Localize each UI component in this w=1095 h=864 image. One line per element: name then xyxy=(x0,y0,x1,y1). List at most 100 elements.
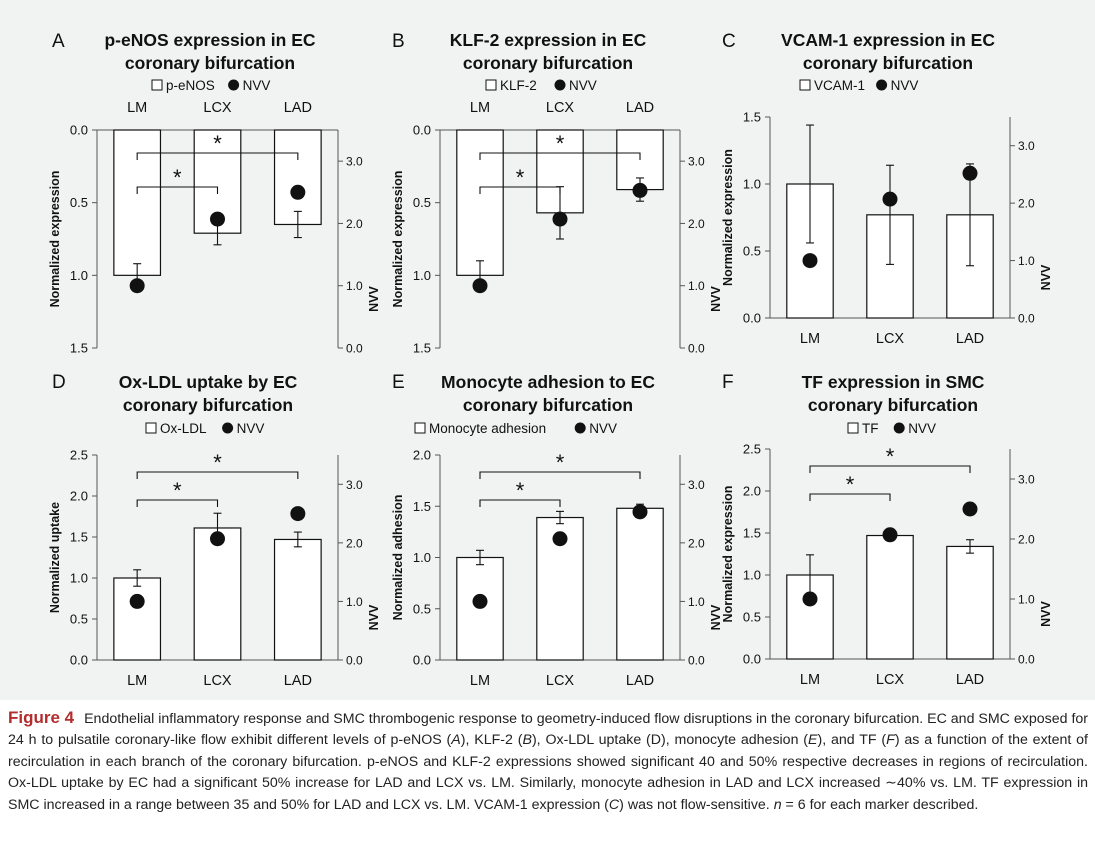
significance-bracket: * xyxy=(136,165,219,194)
bracket-line xyxy=(136,499,219,507)
y-tick-label: 0.0 xyxy=(70,653,88,668)
category-label: LM xyxy=(800,331,820,347)
bracket-line xyxy=(136,471,299,479)
y-tick-label: 0.0 xyxy=(70,123,88,138)
caption-part: A xyxy=(451,732,461,749)
chart-title: coronary bifurcation xyxy=(463,53,633,73)
y2-tick-label: 1.0 xyxy=(688,595,705,609)
y-tick-label: 0.5 xyxy=(70,195,88,210)
y-tick-label: 2.0 xyxy=(70,489,88,504)
nvv-point xyxy=(802,253,818,269)
nvv-point xyxy=(210,211,225,227)
y-axis-title: Normalized expression xyxy=(391,171,405,308)
y2-tick-label: 3.0 xyxy=(1018,473,1035,487)
y-tick-label: 2.5 xyxy=(743,442,761,457)
chart-panel-f: F TF expression in SMC coronary bifurcatio… xyxy=(721,372,1053,688)
chart-title: Monocyte adhesion to EC xyxy=(441,372,655,392)
y-tick-label: 1.5 xyxy=(70,341,88,356)
y-tick-label: 0.0 xyxy=(413,653,431,668)
nvv-point xyxy=(962,501,978,517)
bar xyxy=(616,507,664,661)
category-label: LAD xyxy=(284,100,312,116)
y2-tick-label: 2.0 xyxy=(346,536,363,550)
legend-bar-label: Monocyte adhesion xyxy=(429,421,546,436)
category-label: LAD xyxy=(626,673,654,689)
category-label: LAD xyxy=(956,331,984,347)
legend-bar-label: p-eNOS xyxy=(166,78,215,93)
chart-title: p-eNOS expression in EC xyxy=(104,30,315,50)
y-axis-title: Normalized expression xyxy=(721,486,735,623)
nvv-point xyxy=(632,504,648,520)
significance-bracket: * xyxy=(479,131,641,160)
legend-dot-label: NVV xyxy=(908,421,936,436)
panel-letter: E xyxy=(392,372,405,393)
bracket-line xyxy=(136,152,299,160)
y2-tick-label: 1.0 xyxy=(346,595,363,609)
caption-part: = 6 for each marker described. xyxy=(781,796,979,813)
y-axis-title: Normalized uptake xyxy=(48,502,62,613)
significance-bracket: * xyxy=(136,450,299,479)
category-label: LAD xyxy=(956,672,984,688)
chart-title: coronary bifurcation xyxy=(123,395,293,415)
nvv-point xyxy=(290,506,306,522)
y-tick-label: 1.5 xyxy=(413,341,431,356)
y2-axis-title: NVV xyxy=(367,604,381,630)
bracket-line xyxy=(479,152,641,160)
legend-dot-label: NVV xyxy=(569,78,597,93)
significance-bracket: * xyxy=(479,450,641,479)
bar xyxy=(946,545,994,660)
y-tick-label: 0.0 xyxy=(743,311,761,326)
category-label: LCX xyxy=(876,672,905,688)
y2-tick-label: 3.0 xyxy=(688,155,705,169)
category-label: LCX xyxy=(546,673,575,689)
caption-part: ), and TF ( xyxy=(817,732,887,749)
caption-part: F xyxy=(886,732,895,749)
y-tick-label: 0.5 xyxy=(743,244,761,259)
y2-tick-label: 2.0 xyxy=(1018,197,1035,211)
chart-title: coronary bifurcation xyxy=(125,53,295,73)
caption-text: Endothelial inflammatory response and SM… xyxy=(8,711,1088,813)
panel-letter: B xyxy=(392,31,405,52)
chart-panel-d: D Ox-LDL uptake by EC coronary bifurcation… xyxy=(48,372,381,689)
significance-star: * xyxy=(556,131,565,156)
caption-part: C xyxy=(608,796,620,813)
category-label: LCX xyxy=(876,331,905,347)
y-tick-label: 1.0 xyxy=(70,571,88,586)
legend-dot-swatch xyxy=(222,422,234,434)
legend-bar-swatch xyxy=(847,422,859,434)
bracket-line xyxy=(809,493,891,501)
bar xyxy=(113,129,162,276)
figure-caption: Figure 4 Endothelial inflammatory respon… xyxy=(8,707,1088,816)
y2-tick-label: 2.0 xyxy=(688,217,705,231)
legend-bar-swatch xyxy=(799,79,811,91)
category-label: LM xyxy=(470,673,490,689)
nvv-point xyxy=(882,527,898,543)
significance-bracket: * xyxy=(479,165,561,194)
nvv-point xyxy=(632,182,648,198)
chart-title: coronary bifurcation xyxy=(463,395,633,415)
caption-part: ), KLF-2 ( xyxy=(460,732,523,749)
significance-bracket: * xyxy=(809,472,891,501)
panel-letter: A xyxy=(52,31,65,52)
y2-tick-label: 3.0 xyxy=(346,478,363,492)
y-tick-label: 1.0 xyxy=(743,568,761,583)
nvv-point xyxy=(802,591,818,607)
y2-tick-label: 3.0 xyxy=(688,478,705,492)
y2-axis-title: NVV xyxy=(1039,600,1053,626)
category-label: LM xyxy=(470,100,490,116)
panel-letter: D xyxy=(52,372,66,393)
chart-title: coronary bifurcation xyxy=(803,53,973,73)
legend-bar-swatch xyxy=(151,79,163,91)
legend-bar-label: VCAM-1 xyxy=(814,78,865,93)
chart-legend: KLF-2 NVV xyxy=(485,78,597,93)
legend-dot-swatch xyxy=(893,422,905,434)
category-label: LM xyxy=(127,100,147,116)
caption-label: Figure 4 xyxy=(8,708,75,727)
significance-bracket: * xyxy=(136,478,219,507)
y-tick-label: 1.5 xyxy=(743,526,761,541)
legend-dot-label: NVV xyxy=(589,421,617,436)
nvv-point xyxy=(129,278,145,294)
significance-star: * xyxy=(213,450,222,475)
